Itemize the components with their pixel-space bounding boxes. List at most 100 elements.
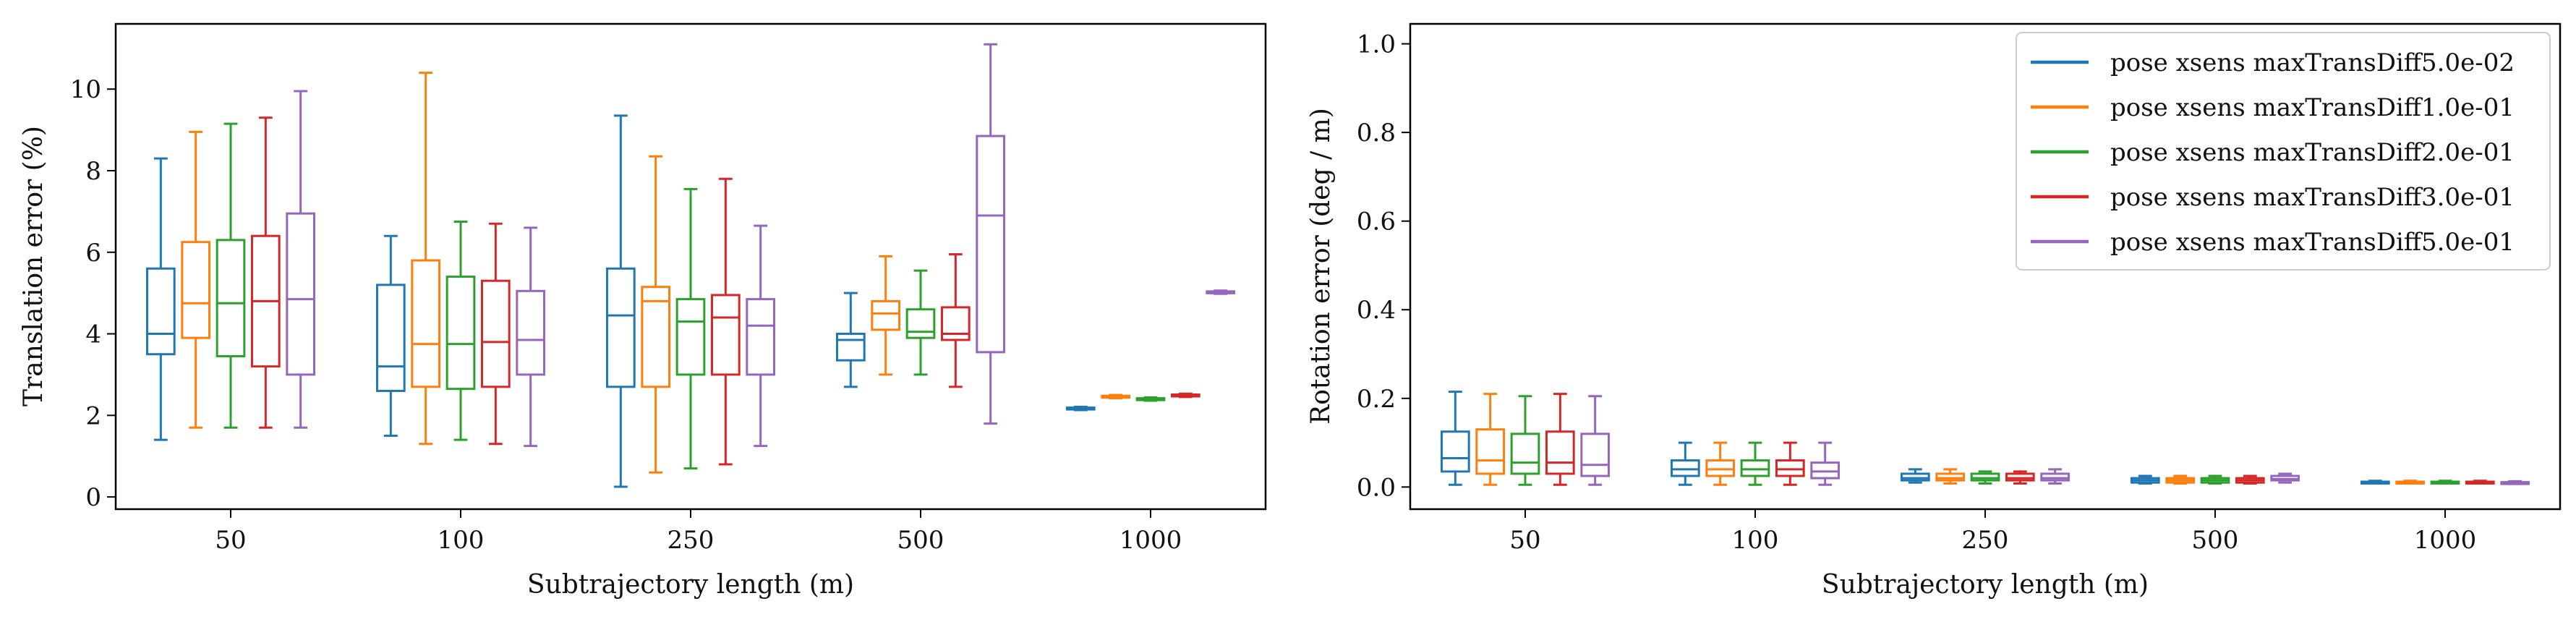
box-translation-error-1000-s5 [1206,289,1236,295]
box-rotation-error-500-s1 [2130,474,2160,485]
box-rotation-error-50-s3 [1510,395,1540,486]
box-rotation-error-1000-s1 [2360,480,2390,485]
rotation-error-panel: 0.0 0.2 0.4 0.6 0.8 1.0 50 100 250 500 1000 Subtra… [1306,22,2562,600]
legend-label: pose xsens maxTransDiff5.0e-02 [2110,48,2515,77]
iqr-box [976,135,1006,354]
translation-error-x-tick-label: 250 [668,526,715,555]
translation-error-axes-frame [114,22,1267,511]
iqr-box [1705,459,1736,477]
box-rotation-error-500-s4 [2235,474,2265,485]
box-translation-error-100-s5 [516,226,546,448]
iqr-box [1935,472,1966,482]
iqr-box [675,298,706,376]
legend-label: pose xsens maxTransDiff3.0e-01 [2110,183,2515,212]
iqr-box [2040,472,2070,482]
iqr-box [1510,433,1540,475]
iqr-box [1475,428,1506,475]
iqr-box [940,306,971,341]
translation-error-x-tick-label: 100 [438,526,485,555]
translation-error-ticks: 0 2 4 6 8 10 50 100 250 500 1000 [70,75,1182,555]
iqr-box [480,279,511,388]
translation-error-x-axis-label: Subtrajectory length (m) [527,570,854,600]
iqr-box [1580,433,1611,477]
iqr-box [1775,459,1805,477]
box-rotation-error-100-s1 [1670,441,1700,486]
box-translation-error-100-s1 [375,234,406,438]
rotation-error-y-axis-label: Rotation error (deg / m) [1306,108,1336,425]
rotation-error-y-tick-label: 1.0 [1357,30,1396,59]
translation-error-y-tick-label: 8 [85,157,101,186]
box-rotation-error-50-s2 [1475,393,1506,486]
iqr-box [1740,459,1770,477]
rotation-error-y-tick-label: 0.2 [1357,385,1396,414]
legend-label: pose xsens maxTransDiff5.0e-01 [2110,228,2515,257]
box-rotation-error-1000-s4 [2465,480,2495,485]
iqr-box [605,267,636,388]
box-rotation-error-100-s4 [1775,441,1805,486]
box-translation-error-250-s3 [675,187,706,470]
iqr-box [1900,472,1930,482]
legend-label: pose xsens maxTransDiff2.0e-01 [2110,138,2515,167]
box-translation-error-1000-s3 [1135,396,1166,402]
iqr-box [375,284,406,392]
iqr-box [1970,472,2000,482]
rotation-error-y-tick-label: 0.8 [1357,119,1396,148]
rotation-error-x-tick-label: 1000 [2414,526,2477,555]
legend: pose xsens maxTransDiff5.0e-02 pose xsens… [2016,32,2551,270]
iqr-box [181,241,211,339]
box-rotation-error-50-s4 [1545,393,1575,486]
box-rotation-error-100-s3 [1740,441,1770,486]
iqr-box [445,276,476,391]
box-rotation-error-250-s3 [1970,470,2000,485]
box-translation-error-500-s2 [871,255,901,376]
box-translation-error-500-s5 [976,43,1006,425]
box-translation-error-50-s3 [216,122,246,429]
translation-error-y-tick-label: 4 [85,320,101,349]
rotation-error-boxes [1440,391,2530,486]
box-translation-error-100-s2 [411,72,441,446]
rotation-error-x-axis-label: Subtrajectory length (m) [1822,570,2149,600]
box-translation-error-500-s4 [940,253,971,388]
translation-error-x-tick-label: 50 [215,526,246,555]
translation-error-y-tick-label: 6 [85,239,101,268]
rotation-error-x-tick-label: 100 [1732,526,1779,555]
box-translation-error-250-s5 [746,224,776,448]
box-translation-error-50-s4 [250,116,281,429]
box-rotation-error-500-s2 [2165,474,2196,485]
iqr-box [286,212,316,376]
box-translation-error-1000-s2 [1101,393,1131,400]
translation-error-y-tick-label: 10 [70,75,101,104]
rotation-error-x-tick-label: 50 [1509,526,1540,555]
box-translation-error-250-s1 [605,114,636,488]
box-translation-error-50-s5 [286,90,316,429]
rotation-error-ticks: 0.0 0.2 0.4 0.6 0.8 1.0 50 100 250 500 1000 [1357,30,2476,555]
box-translation-error-500-s1 [835,291,866,388]
box-translation-error-250-s4 [710,177,741,466]
iqr-box [516,289,546,376]
legend-frame [2016,32,2551,270]
box-translation-error-500-s3 [905,269,936,376]
rotation-error-y-tick-label: 0.4 [1357,296,1396,325]
translation-error-x-tick-label: 500 [897,526,944,555]
translation-error-boxes [145,43,1236,488]
box-rotation-error-1000-s3 [2430,480,2460,485]
box-rotation-error-250-s1 [1900,468,1930,484]
box-rotation-error-50-s5 [1580,395,1611,486]
box-translation-error-50-s2 [181,130,211,429]
iqr-box [1810,461,1841,480]
box-translation-error-250-s2 [641,155,671,474]
box-translation-error-50-s1 [145,157,176,441]
box-rotation-error-50-s1 [1440,391,1470,486]
iqr-box [871,299,901,331]
iqr-box [411,259,441,388]
legend-entries: pose xsens maxTransDiff5.0e-02 pose xsens… [2031,48,2515,257]
translation-error-y-tick-label: 2 [85,401,101,430]
box-translation-error-1000-s1 [1065,405,1096,412]
iqr-box [2005,472,2035,482]
box-translation-error-100-s4 [480,222,511,446]
rotation-error-y-tick-label: 0.0 [1357,473,1396,502]
rotation-error-x-tick-label: 500 [2192,526,2239,555]
iqr-box [1440,430,1470,473]
iqr-box [1670,459,1700,477]
